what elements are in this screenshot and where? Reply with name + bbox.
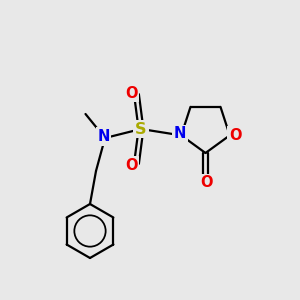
Text: O: O — [125, 158, 137, 172]
Text: O: O — [201, 176, 213, 190]
Text: S: S — [135, 122, 147, 136]
Text: N: N — [174, 126, 186, 141]
Text: N: N — [97, 129, 110, 144]
Text: O: O — [125, 85, 137, 100]
Text: O: O — [229, 128, 242, 143]
